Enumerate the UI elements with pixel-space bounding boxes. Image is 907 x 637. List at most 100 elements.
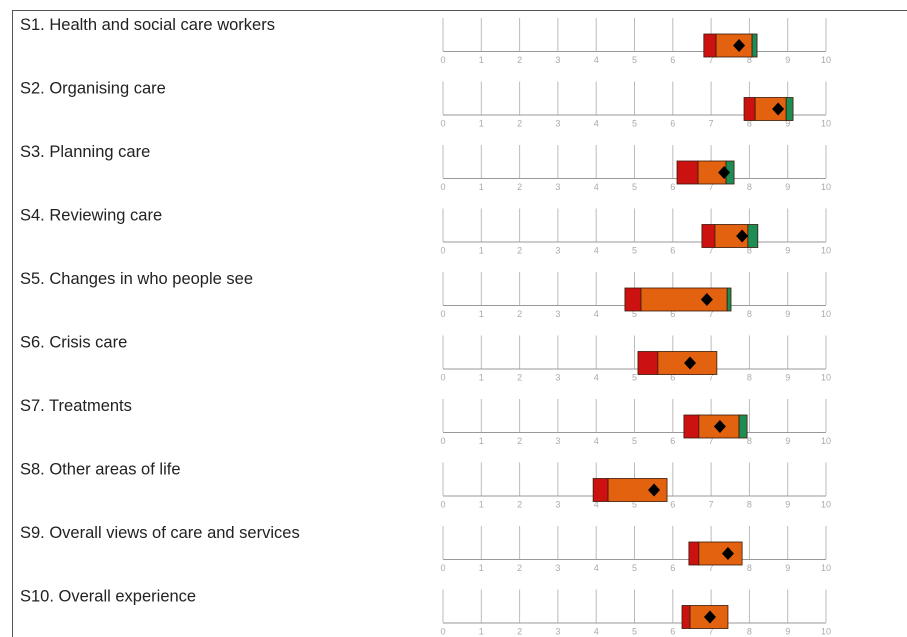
x-tick-label: 5	[632, 309, 637, 319]
row-label: S3. Planning care	[20, 143, 150, 161]
range-segment	[751, 33, 758, 58]
x-tick-label: 6	[670, 436, 675, 446]
x-tick-label: 3	[555, 309, 560, 319]
x-tick-label: 2	[517, 182, 522, 192]
x-tick-label: 8	[747, 119, 752, 129]
x-tick-label: 10	[821, 563, 831, 573]
x-tick-label: 0	[440, 182, 445, 192]
row-label: S6. Crisis care	[20, 334, 127, 352]
x-tick-label: 8	[747, 373, 752, 383]
x-tick-label: 8	[747, 182, 752, 192]
x-tick-label: 1	[479, 373, 484, 383]
x-tick-label: 9	[785, 373, 790, 383]
x-tick-label: 5	[632, 563, 637, 573]
x-tick-label: 7	[709, 55, 714, 65]
score-marker	[648, 483, 661, 497]
x-tick-label: 0	[440, 373, 445, 383]
x-tick-label: 1	[479, 119, 484, 129]
x-tick-label: 5	[632, 246, 637, 256]
x-tick-label: 5	[632, 373, 637, 383]
x-tick-label: 3	[555, 436, 560, 446]
x-tick-label: 2	[517, 500, 522, 510]
x-tick-label: 3	[555, 500, 560, 510]
x-tick-label: 0	[440, 436, 445, 446]
x-tick-label: 6	[670, 119, 675, 129]
x-tick-label: 9	[785, 119, 790, 129]
x-tick-label: 8	[747, 563, 752, 573]
x-tick-label: 7	[709, 436, 714, 446]
row-label: S2. Organising care	[20, 80, 166, 98]
x-tick-label: 1	[479, 627, 484, 637]
x-tick-label: 5	[632, 500, 637, 510]
x-tick-label: 1	[479, 182, 484, 192]
x-tick-label: 4	[594, 563, 599, 573]
x-tick-label: 6	[670, 563, 675, 573]
x-tick-label: 2	[517, 436, 522, 446]
x-tick-label: 1	[479, 246, 484, 256]
x-tick-label: 8	[747, 55, 752, 65]
score-marker	[718, 166, 731, 179]
x-tick-label: 3	[555, 182, 560, 192]
range-segment	[703, 33, 717, 58]
x-tick-label: 10	[821, 309, 831, 319]
x-tick-label: 10	[821, 373, 831, 383]
score-marker	[713, 420, 726, 433]
range-segment	[738, 414, 748, 439]
x-tick-label: 7	[709, 309, 714, 319]
range-segment	[726, 287, 732, 312]
x-tick-label: 7	[709, 119, 714, 129]
range-segment	[640, 287, 728, 312]
range-segment	[747, 224, 759, 248]
range-segment	[681, 605, 691, 629]
x-tick-label: 7	[709, 246, 714, 256]
x-tick-label: 3	[555, 373, 560, 383]
range-segment	[785, 97, 794, 121]
x-tick-label: 9	[785, 309, 790, 319]
x-tick-label: 4	[594, 246, 599, 256]
x-tick-label: 6	[670, 373, 675, 383]
x-tick-label: 1	[479, 436, 484, 446]
score-marker	[772, 102, 785, 116]
row-label: S7. Treatments	[20, 397, 132, 415]
score-marker	[733, 39, 746, 52]
x-tick-label: 1	[479, 309, 484, 319]
x-tick-label: 6	[670, 55, 675, 65]
x-tick-label: 9	[785, 436, 790, 446]
x-tick-label: 9	[785, 627, 790, 637]
score-marker	[700, 293, 713, 306]
x-tick-label: 6	[670, 500, 675, 510]
x-tick-label: 10	[821, 55, 831, 65]
range-segment	[592, 478, 609, 502]
x-tick-label: 0	[440, 246, 445, 256]
x-tick-label: 3	[555, 563, 560, 573]
x-tick-label: 9	[785, 182, 790, 192]
x-tick-label: 6	[670, 309, 675, 319]
x-tick-label: 1	[479, 563, 484, 573]
x-tick-label: 9	[785, 563, 790, 573]
row-label: S1. Health and social care workers	[20, 16, 275, 34]
x-tick-label: 8	[747, 436, 752, 446]
x-tick-label: 0	[440, 500, 445, 510]
x-tick-label: 2	[517, 627, 522, 637]
x-tick-label: 2	[517, 373, 522, 383]
x-tick-label: 4	[594, 119, 599, 129]
x-tick-label: 5	[632, 436, 637, 446]
x-tick-label: 7	[709, 373, 714, 383]
x-tick-label: 6	[670, 627, 675, 637]
x-tick-label: 10	[821, 182, 831, 192]
x-tick-label: 0	[440, 627, 445, 637]
x-tick-label: 6	[670, 246, 675, 256]
x-tick-label: 5	[632, 182, 637, 192]
score-marker	[721, 547, 734, 560]
x-tick-label: 5	[632, 119, 637, 129]
x-tick-label: 0	[440, 309, 445, 319]
x-tick-label: 9	[785, 500, 790, 510]
x-tick-label: 8	[747, 246, 752, 256]
row-label: S4. Reviewing care	[20, 207, 162, 225]
x-tick-label: 8	[747, 309, 752, 319]
range-segment	[698, 541, 743, 566]
x-tick-label: 4	[594, 436, 599, 446]
x-tick-label: 2	[517, 246, 522, 256]
x-tick-label: 5	[632, 55, 637, 65]
